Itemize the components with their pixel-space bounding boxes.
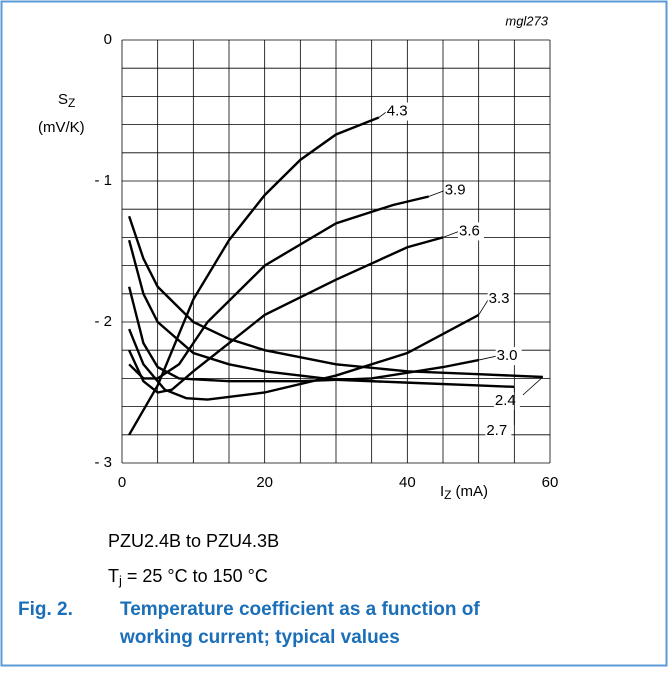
curve <box>128 195 430 380</box>
label-leader <box>478 298 490 316</box>
y-tick-label: - 2 <box>94 313 112 330</box>
caption-number: Fig. 2. <box>18 599 73 620</box>
y-label-sub: Z <box>68 96 75 110</box>
label-bg <box>495 347 522 366</box>
curve-label: 4.3 <box>387 103 408 120</box>
y-tick-label: - 1 <box>94 172 112 189</box>
temp-note: Tj = 25 °C to 150 °C <box>108 566 268 589</box>
curve <box>127 286 479 383</box>
label-leader <box>428 190 445 197</box>
curve-label: 3.9 <box>445 181 466 198</box>
caption-line: working current; typical values <box>119 627 400 648</box>
temp-sub: j <box>118 573 122 588</box>
label-bg <box>385 102 412 121</box>
label-bg <box>485 421 512 440</box>
figure-code: mgl273 <box>505 13 548 28</box>
y-axis-label: SZ <box>58 91 75 110</box>
y-tick-label: - 3 <box>94 454 112 471</box>
label-leader <box>442 231 460 238</box>
curve <box>127 215 543 379</box>
x-label-unit: (mA) <box>456 483 489 500</box>
x-tick-label: 40 <box>399 474 416 491</box>
label-bg <box>443 181 470 200</box>
temp-symbol: T <box>108 566 119 586</box>
x-tick-label: 0 <box>118 474 126 491</box>
x-axis-label: IZ (mA) <box>440 483 488 502</box>
y-label-symbol: S <box>58 91 68 108</box>
label-leader <box>522 376 544 396</box>
x-tick-label: 20 <box>256 474 273 491</box>
curve-label: 2.4 <box>495 392 516 409</box>
label-bg <box>487 289 514 308</box>
curve <box>128 313 480 401</box>
temp-rest: = 25 °C to 150 °C <box>127 566 268 586</box>
caption-line: Temperature coefficient as a function of <box>120 599 480 620</box>
curve-label: 3.6 <box>459 222 480 239</box>
label-bg <box>458 222 484 241</box>
y-axis-unit: (mV/K) <box>38 119 85 136</box>
label-leader <box>378 111 388 118</box>
y-tick-label: 0 <box>104 31 112 48</box>
x-label-symbol: I <box>440 483 444 500</box>
x-label-sub: Z <box>444 488 451 502</box>
x-tick-label: 60 <box>542 474 559 491</box>
curve-label: 3.3 <box>489 290 510 307</box>
curve-label: 3.0 <box>497 347 518 364</box>
label-leader <box>478 355 497 361</box>
curve <box>128 236 444 394</box>
part-range: PZU2.4B to PZU4.3B <box>108 531 279 551</box>
curve-label: 2.7 <box>486 422 507 439</box>
label-bg <box>493 391 520 410</box>
curve <box>127 239 515 389</box>
